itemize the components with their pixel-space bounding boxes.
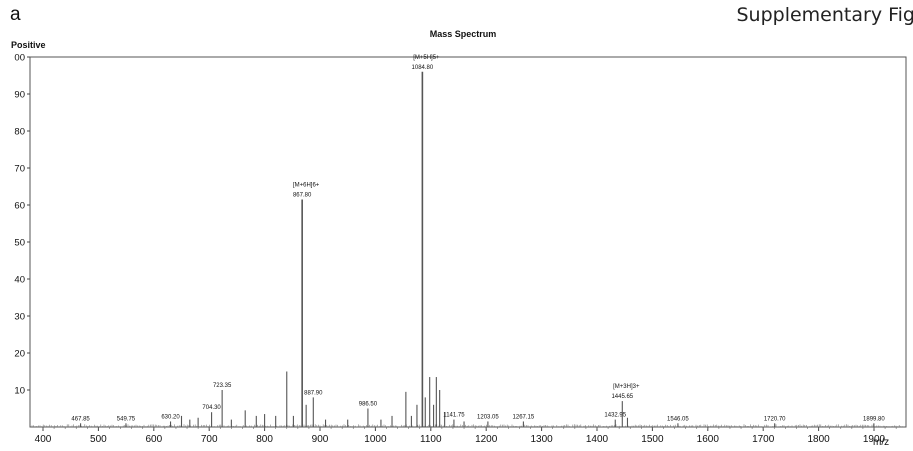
- panel-label: a: [10, 4, 21, 25]
- peak-label: 1899.80: [863, 416, 885, 422]
- peak-label: 1084.80: [412, 65, 434, 71]
- peak-label: 1720.70: [764, 416, 786, 422]
- peaks: [80, 71, 875, 427]
- x-tick-label: 1400: [586, 434, 609, 445]
- ion-label: [M+6H]6+: [293, 182, 320, 188]
- x-tick-label: 900: [312, 434, 329, 445]
- y-tick-label: 90: [14, 90, 25, 101]
- x-tick-label: 1000: [364, 434, 387, 445]
- peak-label: 630.20: [161, 414, 180, 420]
- x-tick-label: 500: [90, 434, 107, 445]
- y-tick-label: 80: [14, 127, 25, 138]
- x-tick-label: 1600: [697, 434, 720, 445]
- baseline-noise: [31, 424, 903, 427]
- x-tick-label: 1300: [530, 434, 553, 445]
- chart-title: Mass Spectrum: [430, 29, 497, 39]
- x-axis-label: m/z: [873, 437, 889, 448]
- x-tick-label: 700: [201, 434, 218, 445]
- peak-label: 1546.05: [667, 416, 689, 422]
- x-tick-label: 400: [35, 434, 52, 445]
- peak-label: 1141.75: [443, 413, 465, 419]
- x-tick-label: 1200: [475, 434, 498, 445]
- peak-labels: 467.85 549.75 630.20 704.30 723.35 867.80 [M+6…: [71, 55, 885, 422]
- x-tick-label: 1900: [863, 434, 886, 445]
- y-tick-label: 40: [14, 275, 25, 286]
- peak-label: 1432.95: [604, 413, 626, 419]
- peak-label: 867.80: [293, 192, 312, 198]
- x-tick-label: 600: [145, 434, 162, 445]
- x-tick-label: 1500: [641, 434, 664, 445]
- peak-label: 1267.15: [513, 414, 535, 420]
- plot-frame: [29, 56, 907, 428]
- y-tick-label: 60: [14, 201, 25, 212]
- peak-label: 986.50: [359, 402, 378, 408]
- peak-label: 467.85: [71, 416, 90, 422]
- x-tick-label: 1700: [752, 434, 775, 445]
- peak-label: 1203.05: [477, 414, 499, 420]
- y-axis: 10 20 30 40 50 60 70 80 90 00: [14, 53, 30, 397]
- y-tick-label: 70: [14, 164, 25, 175]
- ion-label: [M+3H]3+: [613, 384, 640, 390]
- x-tick-label: 1100: [420, 434, 442, 445]
- peak-label: 1445.65: [611, 394, 633, 400]
- y-tick-label: 30: [14, 312, 25, 323]
- figure-caption: Supplementary Fig: [736, 4, 913, 26]
- noise-trace: [31, 424, 903, 427]
- ion-label: [M+5H]5+: [413, 55, 440, 61]
- y-tick-label: 50: [14, 238, 25, 249]
- x-axis: 400 500 600 700 800 900 1000 1100 1200 1300 1400 15…: [35, 427, 897, 445]
- x-tick-label: 800: [256, 434, 273, 445]
- peak-label: 887.90: [304, 390, 323, 396]
- x-tick-label: 1800: [807, 434, 830, 445]
- peak-label: 549.75: [117, 416, 136, 422]
- y-tick-label: 00: [14, 53, 25, 64]
- peak-label: 704.30: [202, 405, 221, 411]
- mode-label: Positive: [11, 40, 46, 50]
- peak-label: 723.35: [213, 383, 232, 389]
- y-tick-label: 10: [14, 386, 25, 397]
- y-tick-label: 20: [14, 349, 25, 360]
